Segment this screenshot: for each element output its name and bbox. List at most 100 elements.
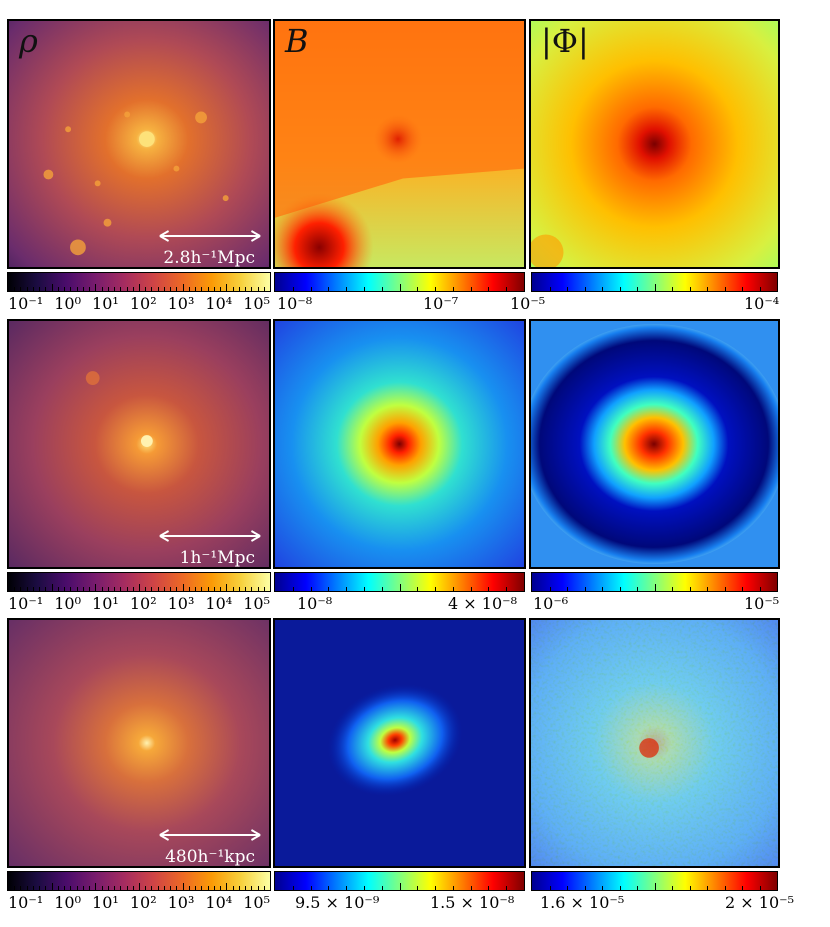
colorbar-tick [32,287,34,291]
colorbar-tick [32,587,34,591]
colorbar-tick [584,287,586,291]
B-colorbar-row1 [274,272,525,292]
colorbar-tick [89,587,91,591]
colorbar-tick [120,287,122,291]
colorbar-tick [549,587,551,591]
phi-map-row2 [529,319,780,569]
colorbar-tick [176,886,178,890]
colorbar-tick [584,587,586,591]
colorbar-ticks [275,872,524,890]
colorbar-tick [637,886,638,890]
colorbar-tick [399,284,401,291]
colorbar-tick [549,287,551,291]
colorbar-ticks [532,573,777,591]
rho-map-row1: ρ 2.8h⁻¹Mpc [7,19,271,269]
scale-bar-label: 1h⁻¹Mpc [179,548,255,568]
colorbar-ticks [275,573,524,591]
colorbar-tick [182,284,184,291]
B-map-row1: B [273,19,526,269]
colorbar-tick [328,886,330,890]
colorbar-tick [76,886,78,890]
colorbar-tick [163,886,165,890]
colorbar-tick [188,587,190,591]
colorbar-tick [157,587,159,591]
colorbar-tick [488,587,490,591]
colorbar-ticks [532,872,777,890]
scale-bar-label: 480h⁻¹kpc [165,847,255,867]
colorbar-tick [195,287,197,291]
colorbar-tick [435,886,437,890]
colorbar-tick [654,584,656,591]
colorbar-tick [76,587,78,591]
colorbar-tick [114,587,116,591]
B-tick-min-row2: 10⁻⁸ [297,594,333,613]
colorbar-tick [567,587,568,591]
phi-tick-min-row3: 1.6 × 10⁻⁵ [540,893,625,912]
phi-label: |Φ| [541,22,589,60]
colorbar-tick [257,587,259,591]
colorbar-tick [39,886,41,890]
colorbar-tick [120,587,122,591]
colorbar-tick [132,886,134,890]
colorbar-tick [226,284,228,291]
colorbar-tick [346,287,348,291]
colorbar-tick [263,587,265,591]
colorbar-tick [20,287,22,291]
colorbar-tick [567,287,568,291]
colorbar-tick [232,886,234,890]
phi-tick-max-row3: 2 × 10⁻⁵ [725,893,794,912]
colorbar-tick [506,587,508,591]
colorbar-tick [213,587,215,591]
B-map-row3 [273,618,526,868]
colorbar-tick [257,287,259,291]
colorbar-ticks [8,872,270,890]
colorbar-tick [220,886,222,890]
colorbar-tick [163,287,165,291]
colorbar-tick [452,886,454,890]
colorbar-tick [145,287,147,291]
colorbar-tick [602,287,603,291]
colorbar-tick [724,587,726,591]
colorbar-tick [602,886,603,890]
phi-tick-max-row1: 10⁻⁴ [744,294,780,313]
colorbar-tick [435,287,437,291]
colorbar-tick [163,587,165,591]
colorbar-tick [549,886,551,890]
B-map-row2 [273,319,526,569]
colorbar-tick [328,287,330,291]
colorbar-tick [20,886,22,890]
colorbar-tick [139,584,140,591]
colorbar-tick [602,587,603,591]
colorbar-tick [363,287,365,291]
phi-colorbar-row2 [531,572,778,592]
colorbar-tick [82,587,84,591]
colorbar-tick [132,287,134,291]
colorbar-tick [120,886,122,890]
colorbar-tick [51,883,53,890]
colorbar-tick [57,587,59,591]
colorbar-tick [213,886,215,890]
B-colorbar-row2 [274,572,525,592]
colorbar-tick [195,886,197,890]
colorbar-tick [207,886,209,890]
scale-bar-row3: 480h⁻¹kpc [157,825,263,866]
colorbar-tick [57,287,59,291]
colorbar-tick [114,287,116,291]
colorbar-tick [263,287,265,291]
colorbar-tick [292,287,294,291]
rho-colorbar-row1 [7,272,271,292]
colorbar-tick [51,284,53,291]
colorbar-tick [251,587,253,591]
colorbar-tick [707,587,708,591]
colorbar-tick [101,587,103,591]
colorbar-tick [310,587,312,591]
colorbar-tick [195,587,197,591]
colorbar-tick [207,587,209,591]
colorbar-tick [759,587,761,591]
colorbar-tick [417,587,419,591]
colorbar-tick [470,587,472,591]
colorbar-tick [470,287,472,291]
rho-tick-labels-row3: 10⁻¹ 10⁰ 10¹ 10² 10³ 10⁴ 10⁵ [8,893,270,912]
colorbar-tick [14,886,16,890]
colorbar-tick [346,587,348,591]
